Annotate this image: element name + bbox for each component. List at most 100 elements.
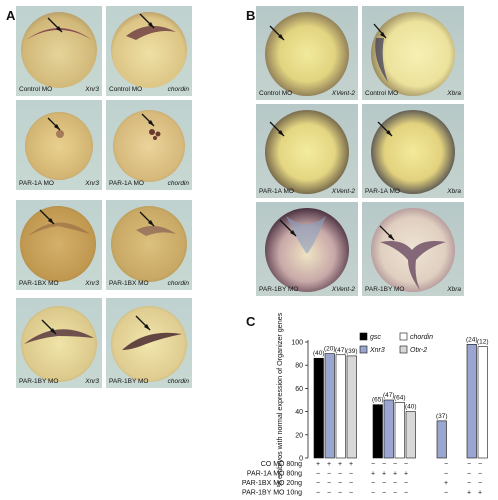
embryo-image: PAR-1BY MO XVent-2 [256, 202, 358, 296]
embryo-image: PAR-1A MO chordin [106, 100, 192, 190]
bar-count-label: (65) [372, 397, 384, 404]
condition-mark: − [393, 480, 397, 487]
bar-count-label: (24) [466, 336, 478, 343]
condition-label: PAR-1BY MO 10ng [242, 490, 302, 497]
tile-label-left: PAR-1A MO [365, 187, 400, 195]
tile-label-right: Xnr3 [85, 377, 99, 385]
condition-mark: − [382, 461, 386, 468]
bar [394, 402, 405, 459]
embryo-image: PAR-1BY MO Xnr3 [16, 298, 102, 388]
tile-label-left: PAR-1A MO [109, 179, 144, 187]
bar-count-label: (40) [405, 404, 417, 411]
bar [383, 399, 394, 459]
legend-swatch [359, 345, 368, 354]
condition-mark: − [338, 480, 342, 487]
condition-mark: − [338, 490, 342, 497]
condition-label: PAR-1BX MO 20ng [242, 480, 302, 487]
legend-label: chordin [410, 334, 433, 341]
condition-mark: − [338, 471, 342, 478]
tile-label-right: Xnr3 [85, 279, 99, 287]
tile-label-left: PAR-1BX MO [109, 279, 149, 287]
condition-mark: − [327, 480, 331, 487]
embryo-image: Control MO Xnr3 [16, 6, 102, 96]
legend-swatch [399, 332, 408, 341]
tile-label-left: PAR-1BY MO [19, 377, 59, 385]
y-tick-label: 40 [295, 409, 303, 416]
embryo-image: PAR-1A MO Xbra [362, 104, 464, 198]
tile-label-right: chordin [167, 279, 189, 287]
y-tick-label: 80 [295, 363, 303, 370]
embryo-image: PAR-1A MO XVent-2 [256, 104, 358, 198]
tile-label-right: Xnr3 [85, 85, 99, 93]
condition-mark: + [338, 461, 342, 468]
bar [372, 404, 383, 459]
legend-label: gsc [370, 334, 381, 341]
bar [313, 357, 324, 459]
bar [346, 355, 357, 459]
bar [405, 411, 416, 459]
tile-label-right: chordin [167, 179, 189, 187]
embryo-image: PAR-1BY MO chordin [106, 298, 192, 388]
tile-label-left: PAR-1A MO [19, 179, 54, 187]
tile-label-left: Control MO [365, 89, 399, 97]
bar-count-label: (64) [394, 394, 406, 401]
condition-label: PAR-1A MO 80ng [247, 471, 302, 478]
tile-label-right: XVent-2 [331, 187, 355, 195]
embryo-image: PAR-1BX MO Xnr3 [16, 200, 102, 290]
condition-mark: + [404, 471, 408, 478]
y-tick-label: 0 [299, 456, 303, 463]
tile-label-left: PAR-1BX MO [19, 279, 59, 287]
bar-count-label: (37) [436, 413, 448, 420]
condition-mark: + [382, 471, 386, 478]
embryo-image: Control MO chordin [106, 6, 192, 96]
condition-mark: − [478, 480, 482, 487]
legend-swatch [399, 345, 408, 354]
y-tick-label: 100 [291, 340, 303, 347]
condition-mark: + [349, 461, 353, 468]
panel-letter-a: A [6, 8, 16, 23]
condition-mark: − [404, 461, 408, 468]
condition-mark: − [444, 461, 448, 468]
y-tick-label: 60 [295, 386, 303, 393]
condition-mark: + [444, 480, 448, 487]
embryo-image: Control MO XVent-2 [256, 6, 358, 100]
embryo-image: PAR-1BY MO Xbra [362, 202, 464, 296]
legend-label: Otx-2 [410, 347, 427, 354]
bar [436, 420, 447, 459]
tile-label-left: PAR-1BY MO [259, 285, 299, 293]
condition-mark: − [349, 490, 353, 497]
condition-mark: − [327, 490, 331, 497]
condition-mark: − [316, 471, 320, 478]
condition-mark: + [467, 490, 471, 497]
tile-label-right: Xbra [447, 89, 461, 97]
condition-mark: − [371, 480, 375, 487]
condition-mark: + [316, 461, 320, 468]
bar-count-label: (20) [324, 346, 336, 353]
tile-label-right: Xbra [447, 187, 461, 195]
tile-label-left: Control MO [19, 85, 53, 93]
bar-count-label: (47) [383, 392, 395, 399]
bar-count-label: (40) [313, 350, 325, 357]
tile-label-right: XVent-2 [331, 89, 355, 97]
tile-label-right: Xbra [447, 285, 461, 293]
condition-mark: − [393, 461, 397, 468]
condition-mark: − [444, 490, 448, 497]
condition-mark: − [478, 471, 482, 478]
bar-count-label: (47) [335, 347, 347, 354]
y-axis-label: % embryos with normal expression of Orga… [275, 312, 284, 487]
bar-count-label: (12) [477, 339, 489, 346]
tile-label-left: Control MO [109, 85, 143, 93]
panel-letter-b: B [246, 8, 256, 23]
condition-mark: + [371, 471, 375, 478]
tile-label-left: PAR-1A MO [259, 187, 294, 195]
condition-mark: − [404, 480, 408, 487]
condition-mark: − [371, 490, 375, 497]
condition-mark: − [478, 461, 482, 468]
tile-label-right: XVent-2 [331, 285, 355, 293]
legend-label: Xnr3 [369, 347, 385, 354]
condition-mark: − [316, 480, 320, 487]
tile-label-right: chordin [167, 85, 189, 93]
condition-mark: − [349, 480, 353, 487]
condition-mark: − [382, 490, 386, 497]
